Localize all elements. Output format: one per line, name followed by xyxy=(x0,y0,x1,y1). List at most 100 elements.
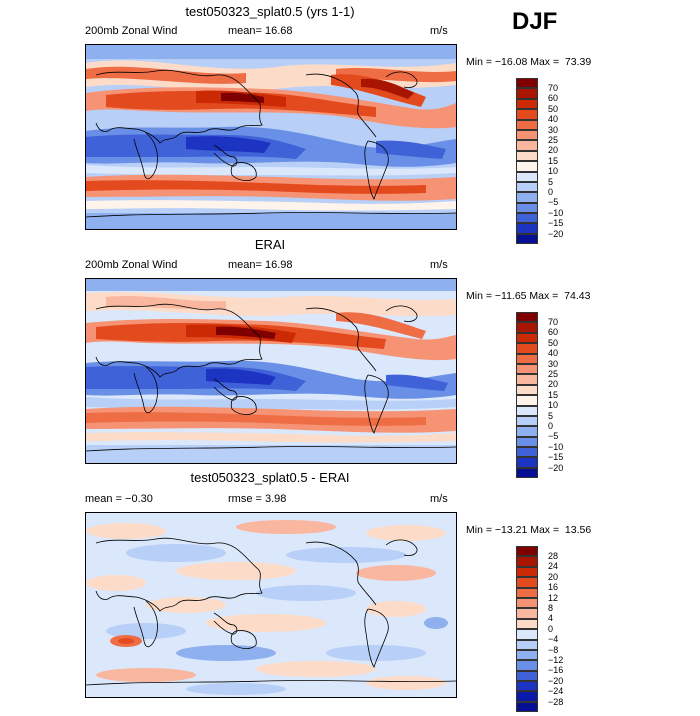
colorbar-tick-label: −20 xyxy=(548,675,564,686)
colorbar-tick-label: 0 xyxy=(548,623,554,634)
colorbar-swatch xyxy=(516,546,538,557)
colorbar-swatch xyxy=(516,161,538,172)
colorbar-swatch xyxy=(516,608,538,619)
colorbar-swatch xyxy=(516,577,538,588)
colorbar-tick-label: 15 xyxy=(548,155,559,166)
colorbar-tick-label: 40 xyxy=(548,114,559,125)
colorbar-swatch xyxy=(516,457,538,468)
colorbar-swatch xyxy=(516,192,538,203)
colorbar-swatch xyxy=(516,395,538,406)
colorbar-model xyxy=(516,78,538,245)
colorbar-tick-label: 50 xyxy=(548,103,559,114)
colorbar-tick-label: 20 xyxy=(548,379,559,390)
colorbar-tick-label: 10 xyxy=(548,166,559,177)
colorbar-tick-label: 8 xyxy=(548,602,554,613)
panel-minmax: Min = −11.65 Max = 74.43 xyxy=(466,290,591,302)
colorbar-swatch xyxy=(516,202,538,214)
colorbar-swatch xyxy=(516,415,538,427)
colorbar-tick-label: 16 xyxy=(548,582,559,593)
colorbar-tick-label: 60 xyxy=(548,327,559,338)
colorbar-tick-label: 5 xyxy=(548,176,554,187)
colorbar-swatch xyxy=(516,701,538,713)
colorbar-swatch xyxy=(516,78,538,89)
colorbar-swatch xyxy=(516,436,538,448)
colorbar-swatch xyxy=(516,618,538,630)
map-diff xyxy=(85,512,457,698)
colorbar-tick-label: 30 xyxy=(548,358,559,369)
colorbar-swatch xyxy=(516,639,538,650)
colorbar-tick-label: 25 xyxy=(548,134,559,145)
colorbar-swatch xyxy=(516,384,538,396)
colorbar-swatch xyxy=(516,171,538,182)
colorbar-tick-label: 28 xyxy=(548,550,559,561)
colorbar-swatch xyxy=(516,233,538,245)
colorbar-swatch xyxy=(516,332,538,344)
colorbar-tick-label: −28 xyxy=(548,696,564,707)
colorbar-swatch xyxy=(516,213,538,224)
colorbar-tick-label: 25 xyxy=(548,368,559,379)
colorbar-tick-label: −20 xyxy=(548,462,564,473)
panel-units: m/s xyxy=(430,259,448,271)
colorbar-tick-label: −5 xyxy=(548,197,559,208)
panel-left-label: 200mb Zonal Wind xyxy=(85,259,178,271)
map-obs-svg xyxy=(86,279,456,463)
colorbar-swatch xyxy=(516,405,538,416)
panel-rmse: rmse = 3.98 xyxy=(228,493,287,505)
panel-units: m/s xyxy=(430,493,448,505)
colorbar-swatch xyxy=(516,109,538,120)
season-label: DJF xyxy=(512,8,558,35)
colorbar-swatch xyxy=(516,629,538,640)
colorbar-tick-label: 10 xyxy=(548,400,559,411)
colorbar-swatch xyxy=(516,681,538,692)
colorbar-tick-label: 30 xyxy=(548,124,559,135)
panel-mean: mean= 16.98 xyxy=(228,259,293,271)
colorbar-swatch xyxy=(516,119,538,130)
colorbar-tick-label: −12 xyxy=(548,654,564,665)
colorbar-tick-label: 40 xyxy=(548,348,559,359)
colorbar-swatch xyxy=(516,322,538,333)
colorbar-tick-label: −5 xyxy=(548,431,559,442)
colorbar-ticks-obs: 70 60 50 40 30 25 20 15 10 5 0 −5 −10 −15 −20 xyxy=(548,312,588,482)
panel-minmax: Min = −16.08 Max = 73.39 xyxy=(466,56,592,68)
colorbar-swatch xyxy=(516,649,538,661)
colorbar-swatch xyxy=(516,129,538,141)
colorbar-swatch xyxy=(516,312,538,323)
colorbar-swatch xyxy=(516,566,538,578)
colorbar-swatch xyxy=(516,660,538,671)
colorbar-tick-label: 0 xyxy=(548,420,554,431)
colorbar-tick-label: 5 xyxy=(548,410,554,421)
colorbar-tick-label: 50 xyxy=(548,337,559,348)
colorbar-swatch xyxy=(516,343,538,354)
colorbar-tick-label: −24 xyxy=(548,686,564,697)
panel-mean: mean= 16.68 xyxy=(228,25,293,37)
colorbar-tick-label: 70 xyxy=(548,82,559,93)
panel-title: test050323_splat0.5 - ERAI xyxy=(190,470,350,485)
colorbar-swatch xyxy=(516,587,538,598)
colorbar-tick-label: 24 xyxy=(548,561,559,572)
colorbar-tick-label: 60 xyxy=(548,93,559,104)
colorbar-tick-label: −15 xyxy=(548,452,564,463)
colorbar-swatch xyxy=(516,597,538,609)
colorbar-swatch xyxy=(516,691,538,702)
colorbar-tick-label: −15 xyxy=(548,218,564,229)
colorbar-swatch xyxy=(516,353,538,364)
colorbar-swatch xyxy=(516,426,538,437)
panel-left-label: 200mb Zonal Wind xyxy=(85,25,178,37)
colorbar-ticks-model: 70 60 50 40 30 25 20 15 10 5 0 −5 −10 −15 −20 xyxy=(548,78,588,248)
colorbar-tick-label: −10 xyxy=(548,207,564,218)
map-model-svg xyxy=(86,45,456,229)
panel-title: test050323_splat0.5 (yrs 1-1) xyxy=(185,4,355,19)
colorbar-swatch xyxy=(516,140,538,151)
colorbar-swatch xyxy=(516,670,538,682)
colorbar-tick-label: −16 xyxy=(548,665,564,676)
colorbar-tick-label: 15 xyxy=(548,389,559,400)
colorbar-tick-label: 20 xyxy=(548,571,559,582)
colorbar-tick-label: −10 xyxy=(548,441,564,452)
colorbar-swatch xyxy=(516,447,538,458)
colorbar-tick-label: −4 xyxy=(548,634,559,645)
colorbar-swatch xyxy=(516,467,538,479)
colorbar-tick-label: 20 xyxy=(548,145,559,156)
colorbar-swatch xyxy=(516,98,538,110)
colorbar-diff xyxy=(516,546,538,713)
map-model xyxy=(85,44,457,230)
